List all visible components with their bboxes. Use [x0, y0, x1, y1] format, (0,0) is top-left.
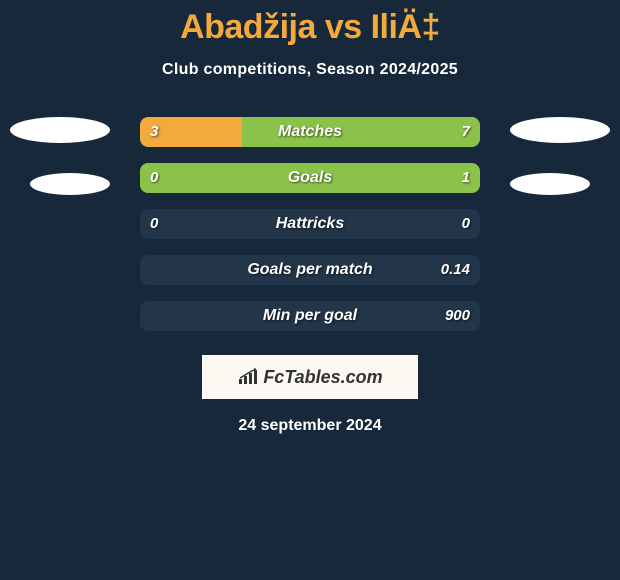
stat-bar-goals: 0 Goals 1 — [140, 163, 480, 193]
logo-text: FcTables.com — [237, 367, 382, 388]
right-player-shapes — [510, 117, 620, 195]
right-ellipse-small — [510, 173, 590, 195]
bar-label: Min per goal — [140, 301, 480, 331]
bar-label: Goals per match — [140, 255, 480, 285]
page-subtitle: Club competitions, Season 2024/2025 — [0, 61, 620, 79]
stat-bar-goals-per-match: Goals per match 0.14 — [140, 255, 480, 285]
bar-chart-icon — [237, 368, 259, 386]
bar-value-right: 1 — [462, 163, 470, 193]
left-ellipse-small — [30, 173, 110, 195]
bar-value-right: 900 — [445, 301, 470, 331]
bar-value-right: 0 — [462, 209, 470, 239]
stat-bar-hattricks: 0 Hattricks 0 — [140, 209, 480, 239]
bar-label: Goals — [140, 163, 480, 193]
stat-bars: 3 Matches 7 0 Goals 1 0 Hattricks 0 Goal… — [140, 117, 480, 331]
stat-bar-matches: 3 Matches 7 — [140, 117, 480, 147]
left-ellipse-large — [10, 117, 110, 143]
page-title: Abadžija vs IliÄ‡ — [0, 0, 620, 47]
stats-area: 3 Matches 7 0 Goals 1 0 Hattricks 0 Goal… — [0, 117, 620, 435]
bar-label: Matches — [140, 117, 480, 147]
right-ellipse-large — [510, 117, 610, 143]
logo-label: FcTables.com — [263, 367, 382, 388]
bar-value-right: 0.14 — [441, 255, 470, 285]
bar-label: Hattricks — [140, 209, 480, 239]
date-label: 24 september 2024 — [0, 417, 620, 435]
stat-bar-min-per-goal: Min per goal 900 — [140, 301, 480, 331]
source-logo: FcTables.com — [202, 355, 418, 399]
left-player-shapes — [0, 117, 110, 195]
bar-value-right: 7 — [462, 117, 470, 147]
